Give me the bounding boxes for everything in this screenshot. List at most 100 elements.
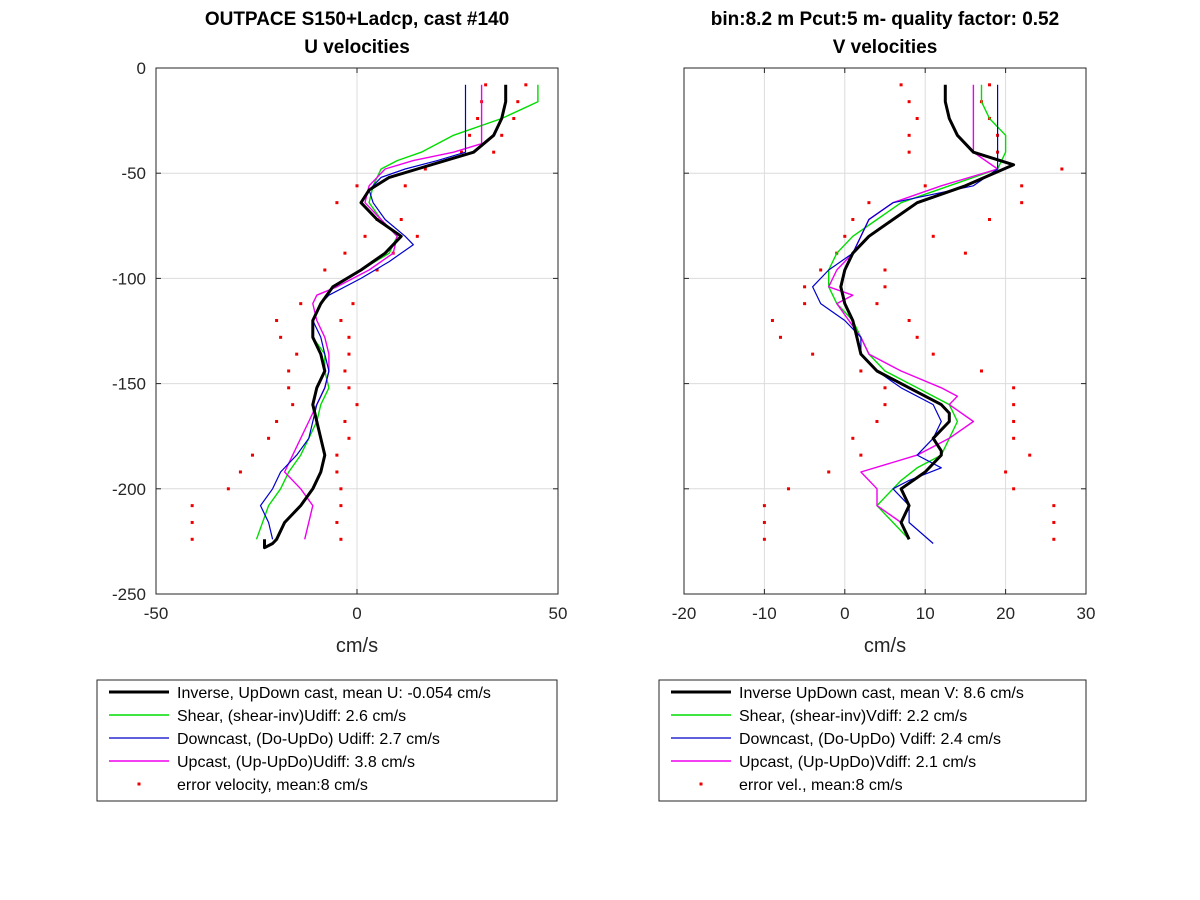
v-error-point [988,217,992,221]
u-legend: Inverse, UpDown cast, mean U: -0.054 cm/… [96,679,558,802]
v-error-point [875,302,879,306]
u-error-point [343,369,347,373]
u-error-point [516,100,520,104]
u-error-point [275,419,279,423]
v-error-point [1060,167,1064,171]
u-error-point [287,386,291,390]
u-error-point [190,520,194,524]
u-error-point [275,318,279,322]
u-error-point [347,335,351,339]
u-error-point [190,504,194,508]
v-legend-downcast-label: Downcast, (Do-UpDo) Vdiff: 2.4 cm/s [739,731,1001,748]
u-error-point [339,487,343,491]
u-y-tick-label: -200 [112,480,146,499]
u-error-point [335,453,339,457]
v-legend-inverse-label: Inverse UpDown cast, mean V: 8.6 cm/s [739,685,1024,702]
v-panel-series [762,83,1064,544]
u-legend-downcast-label: Downcast, (Do-UpDo) Udiff: 2.7 cm/s [177,731,440,748]
u-legend-inverse-label: Inverse, UpDown cast, mean U: -0.054 cm/… [177,685,491,702]
u-panel: OUTPACE S150+Ladcp, cast #140 U velociti… [112,9,567,657]
u-inverse-line [263,84,508,550]
v-error-point [963,251,967,255]
u-error-point [339,318,343,322]
v-x-tick-label: 20 [996,604,1015,623]
u-error-point [335,470,339,474]
v-legend-upcast-label: Upcast, (Up-UpDo)Vdiff: 2.1 cm/s [739,754,976,771]
v-legend: Inverse UpDown cast, mean V: 8.6 cm/s She… [658,679,1087,802]
u-error-point [524,83,528,87]
v-legend-shear-label: Shear, (shear-inv)Vdiff: 2.2 cm/s [739,708,967,725]
v-error-point [1012,436,1016,440]
v-error-point [843,234,847,238]
v-downcast-line [811,84,999,544]
v-error-point [803,285,807,289]
u-legend-shear-label: Shear, (shear-inv)Udiff: 2.6 cm/s [177,708,406,725]
u-error-point [339,504,343,508]
u-x-tick-label: 50 [549,604,568,623]
v-error-point [979,369,983,373]
v-error-point [811,352,815,356]
v-legend-box [658,679,1087,802]
u-panel-xlabel: cm/s [336,635,378,657]
v-error-point [1012,419,1016,423]
v-error-point [803,302,807,306]
u-error-point [291,403,295,407]
u-error-point [375,268,379,272]
v-error-point [1012,386,1016,390]
v-error-point [1028,453,1032,457]
v-error-point [883,268,887,272]
v-error-point [1052,504,1056,508]
u-error-point [339,537,343,541]
v-error-point [915,116,919,120]
u-panel-subtitle: U velocities [304,37,410,58]
u-error-point [355,184,359,188]
u-y-tick-label: -250 [112,585,146,604]
u-error-point [476,116,480,120]
u-upcast-line [283,84,483,540]
v-error-point [899,83,903,87]
v-error-point [931,352,935,356]
u-error-point [363,234,367,238]
u-error-point [299,302,303,306]
u-error-point [351,302,355,306]
v-panel-xlabel: cm/s [864,635,906,657]
u-legend-upcast-label: Upcast, (Up-UpDo)Udiff: 3.8 cm/s [177,754,415,771]
u-error-point [347,352,351,356]
u-error-point [250,453,254,457]
v-error-point [762,537,766,541]
u-error-point [500,133,504,137]
u-panel-series [190,83,539,550]
v-panel-axes-box [683,67,1087,595]
v-error-point [819,268,823,272]
v-error-point [907,133,911,137]
v-series-area [762,83,1064,544]
v-error-point [931,234,935,238]
v-error-point [859,369,863,373]
v-x-tick-label: 0 [840,604,849,623]
v-error-point [770,318,774,322]
u-error-point [355,403,359,407]
u-error-point [343,251,347,255]
u-error-point [323,268,327,272]
u-error-point [492,150,496,154]
v-error-point [1020,184,1024,188]
v-error-point [883,285,887,289]
u-error-point [415,234,419,238]
u-legend-box [96,679,558,802]
v-error-point [1052,520,1056,524]
u-error-point [460,150,464,154]
v-inverse-line [839,84,1016,540]
v-error-point [827,470,831,474]
v-error-point [907,318,911,322]
u-error-point [295,352,299,356]
v-error-point [787,487,791,491]
u-error-point [484,83,488,87]
v-error-point [1012,403,1016,407]
u-error-point [335,201,339,205]
u-error-point [343,419,347,423]
v-x-tick-label: 10 [916,604,935,623]
v-legend-error-marker [699,782,703,786]
u-error-point [238,470,242,474]
v-error-point [851,217,855,221]
